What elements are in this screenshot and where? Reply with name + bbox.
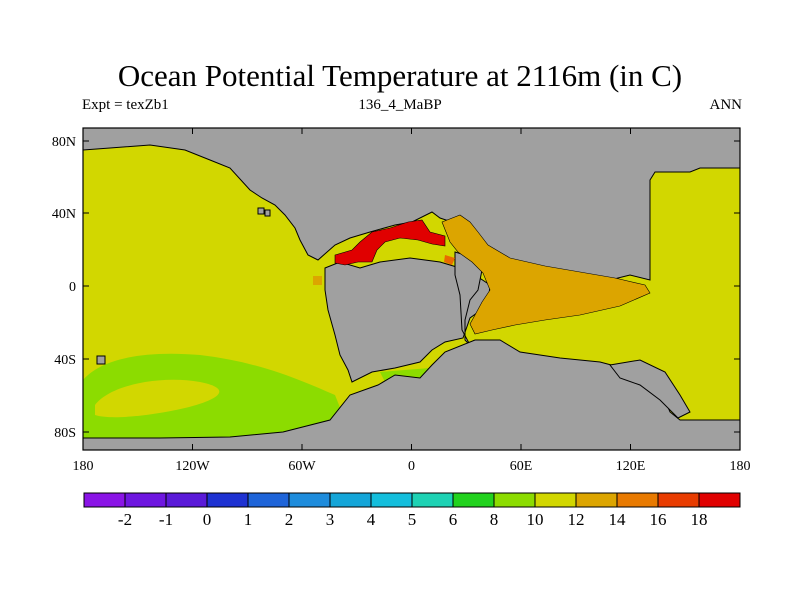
colorbar-swatch xyxy=(411,492,454,508)
colorbar-swatch xyxy=(83,492,126,508)
lat-labels: 80N 40N 0 40S 80S xyxy=(52,135,76,441)
ocean-field-18 xyxy=(334,219,446,266)
land-australia xyxy=(609,359,691,419)
lat-label: 80N xyxy=(52,135,76,150)
colorbar-swatch xyxy=(124,492,167,508)
colorbar-label: 1 xyxy=(244,510,253,529)
colorbar-label: 0 xyxy=(203,510,212,529)
colorbar-label: 10 xyxy=(527,510,544,529)
island-1 xyxy=(96,355,106,365)
colorbar-swatch xyxy=(534,492,577,508)
colorbar-label: 3 xyxy=(326,510,335,529)
colorbar-swatch xyxy=(452,492,495,508)
colorbar-swatch xyxy=(206,492,249,508)
land-masses xyxy=(83,128,740,450)
lat-ticks xyxy=(83,140,740,433)
colorbar: -2 -1 0 1 2 3 4 5 6 8 10 12 14 16 18 xyxy=(83,492,741,529)
colorbar-swatch xyxy=(616,492,659,508)
lat-label: 80S xyxy=(54,426,76,441)
lon-label: 0 xyxy=(408,459,415,474)
colorbar-swatch xyxy=(288,492,331,508)
lon-label: 180 xyxy=(730,459,751,474)
land-south-america xyxy=(324,257,491,383)
season-label: ANN xyxy=(709,97,743,113)
ocean-field-14-west xyxy=(313,276,322,285)
ocean-field-16 xyxy=(444,255,455,265)
colorbar-swatch xyxy=(247,492,290,508)
lon-labels: 180 120W 60W 0 60E 120E 180 xyxy=(73,459,751,474)
experiment-label: Expt = texZb1 xyxy=(82,97,169,113)
lat-label: 40S xyxy=(54,353,76,368)
ocean-field-12-inner xyxy=(95,379,220,418)
colorbar-label: -2 xyxy=(118,510,132,529)
colorbar-label: 14 xyxy=(609,510,627,529)
colorbar-swatch xyxy=(370,492,413,508)
colorbar-label: -1 xyxy=(159,510,173,529)
time-label: 136_4_MaBP xyxy=(358,97,442,113)
map-field xyxy=(83,128,740,450)
lon-label: 120W xyxy=(175,459,210,474)
island-2 xyxy=(257,207,265,215)
chart-title: Ocean Potential Temperature at 2116m (in… xyxy=(117,58,683,93)
land-north xyxy=(83,128,740,281)
ocean-field-10-south xyxy=(83,353,345,445)
colorbar-label: 6 xyxy=(449,510,458,529)
colorbar-swatch xyxy=(698,492,741,508)
colorbar-label: 4 xyxy=(367,510,376,529)
colorbar-label: 5 xyxy=(408,510,417,529)
lon-ticks xyxy=(82,128,741,450)
land-antarctica xyxy=(83,339,740,450)
colorbar-label: 8 xyxy=(490,510,499,529)
colorbar-label: 2 xyxy=(285,510,294,529)
lon-label: 60E xyxy=(510,459,533,474)
colorbar-swatch xyxy=(657,492,700,508)
colorbar-swatch xyxy=(165,492,208,508)
colorbar-swatch xyxy=(329,492,372,508)
island-3 xyxy=(264,209,271,217)
lat-label: 0 xyxy=(69,280,76,295)
lon-label: 180 xyxy=(73,459,94,474)
lon-label: 60W xyxy=(288,459,316,474)
lat-label: 40N xyxy=(52,207,76,222)
colorbar-swatch xyxy=(493,492,536,508)
lon-label: 120E xyxy=(616,459,646,474)
ocean-field-14 xyxy=(441,214,651,335)
colorbar-label: 18 xyxy=(691,510,708,529)
colorbar-label: 16 xyxy=(650,510,667,529)
colorbar-label: 12 xyxy=(568,510,585,529)
colorbar-swatch xyxy=(575,492,618,508)
